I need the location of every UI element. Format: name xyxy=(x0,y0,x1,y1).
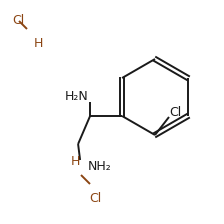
Text: H₂N: H₂N xyxy=(64,90,88,103)
Text: H: H xyxy=(34,37,43,50)
Text: Cl: Cl xyxy=(169,106,181,118)
Text: Cl: Cl xyxy=(12,14,24,27)
Text: NH₂: NH₂ xyxy=(88,159,112,172)
Text: H: H xyxy=(70,155,80,168)
Text: Cl: Cl xyxy=(89,192,101,205)
